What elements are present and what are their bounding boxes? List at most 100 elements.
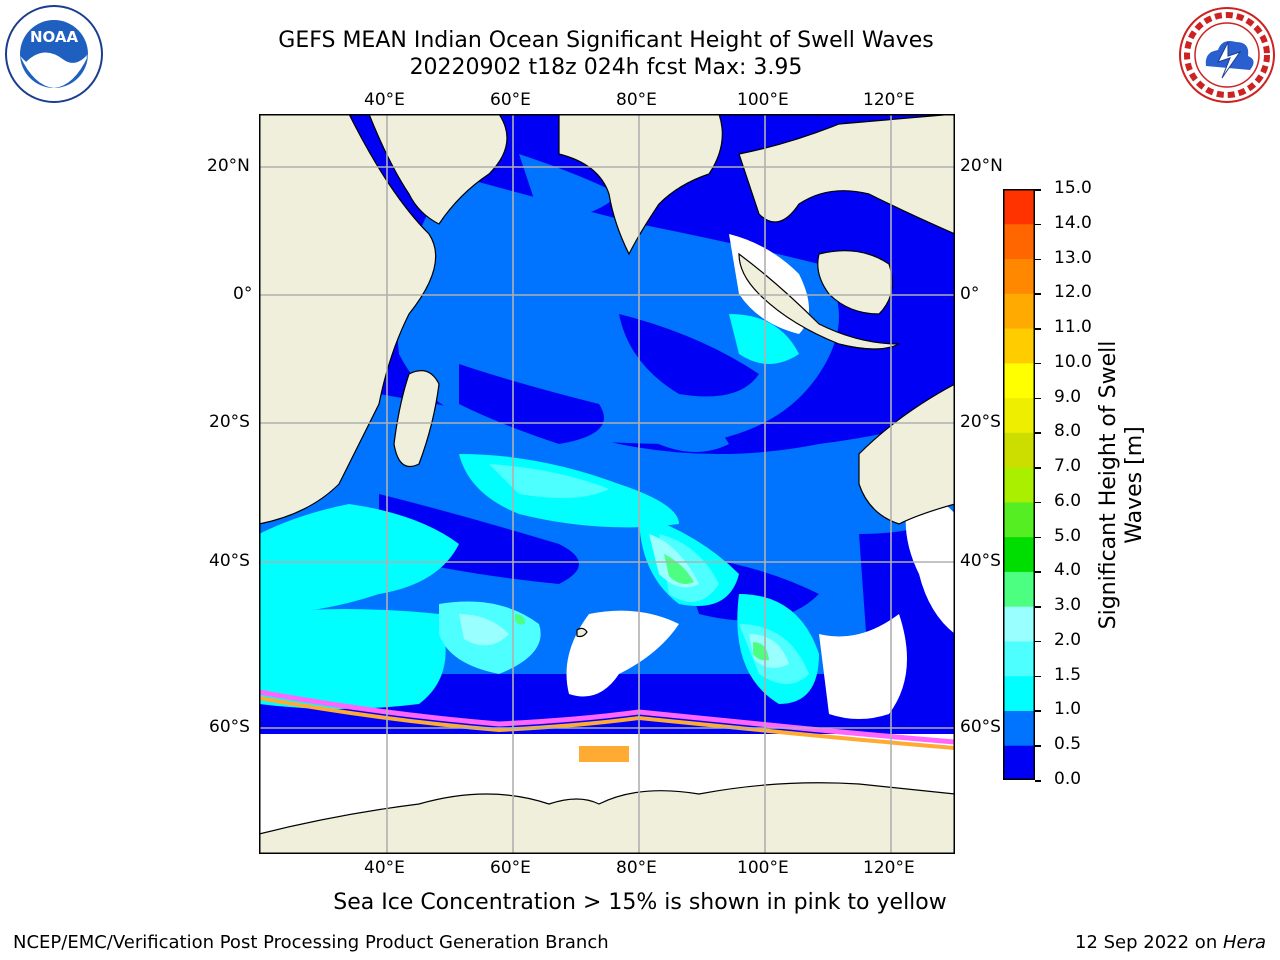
colorbar-segment xyxy=(1003,258,1035,294)
colorbar-tick-label: 0.5 xyxy=(1054,734,1082,755)
lon-label-top: 60°E xyxy=(490,90,531,110)
colorbar-tick-mark xyxy=(1035,328,1041,330)
colorbar-segment xyxy=(1003,328,1035,364)
colorbar-tick-label: 10.0 xyxy=(1054,351,1092,372)
map-frame xyxy=(259,114,955,854)
footer-host: Hera xyxy=(1222,932,1266,953)
lat-label-left: 0° xyxy=(233,284,253,304)
lon-label-bottom: 80°E xyxy=(616,858,657,878)
sumatra-land xyxy=(738,252,900,350)
lat-label-left: 20°S xyxy=(209,412,250,432)
colorbar-tick-mark xyxy=(1035,571,1041,573)
colorbar-tick-label: 11.0 xyxy=(1054,317,1092,338)
colorbar-tick-mark xyxy=(1035,675,1041,678)
colorbar-tick-mark xyxy=(1035,189,1041,191)
kerguelen-land xyxy=(576,627,588,638)
colorbar-tick-label: 1.0 xyxy=(1054,699,1082,720)
colorbar-tick-mark xyxy=(1035,397,1041,400)
colorbar-tick-label: 6.0 xyxy=(1054,490,1082,511)
colorbar-frame xyxy=(1003,189,1035,780)
lon-label-bottom: 120°E xyxy=(863,858,915,878)
lon-label-top: 120°E xyxy=(863,90,915,110)
colorbar-segment xyxy=(1003,293,1035,329)
lat-label-right: 0° xyxy=(960,284,980,304)
colorbar-label: Significant Height of Swell Waves [m] xyxy=(1096,335,1166,635)
footer-date-text: 12 Sep 2022 on xyxy=(1075,932,1223,953)
lon-label-bottom: 100°E xyxy=(737,858,789,878)
colorbar-segment xyxy=(1003,675,1035,711)
sea-ice-patch xyxy=(579,746,629,762)
lat-label-left: 20°N xyxy=(207,156,250,176)
noaa-logo: NOAA xyxy=(4,4,104,104)
colorbar-tick-mark xyxy=(1035,258,1041,261)
colorbar-tick-mark xyxy=(1035,640,1041,643)
colorbar-tick-mark xyxy=(1035,536,1041,539)
colorbar-tick-mark xyxy=(1035,362,1041,365)
lat-label-left: 60°S xyxy=(209,717,250,737)
colorbar-label-line1: Significant Height of Swell xyxy=(1096,340,1121,630)
colorbar-segment xyxy=(1003,467,1035,503)
colorbar-tick-mark xyxy=(1035,501,1041,504)
borneo-land xyxy=(817,250,893,315)
southeast-asia-land xyxy=(738,114,955,235)
nws-logo xyxy=(1178,6,1276,104)
lat-label-right: 20°S xyxy=(960,412,1001,432)
colorbar-tick-mark xyxy=(1035,745,1041,747)
colorbar-tick-label: 1.5 xyxy=(1054,664,1082,685)
colorbar-tick-mark xyxy=(1035,606,1041,608)
map-plot xyxy=(259,114,955,854)
colorbar-tick-label: 9.0 xyxy=(1054,386,1082,407)
colorbar-label-line2: Waves [m] xyxy=(1122,426,1147,544)
colorbar-segment xyxy=(1003,432,1035,468)
colorbar-segment xyxy=(1003,640,1035,677)
lon-label-bottom: 40°E xyxy=(364,858,405,878)
colorbar-segment xyxy=(1003,571,1035,607)
footer-date: 12 Sep 2022 on Hera xyxy=(1075,932,1266,953)
colorbar-tick-mark xyxy=(1035,780,1041,782)
australia-land xyxy=(858,383,955,525)
colorbar-tick-label: 2.0 xyxy=(1054,629,1082,650)
madagascar-land xyxy=(393,370,440,468)
colorbar xyxy=(1003,189,1035,781)
map-title: GEFS MEAN Indian Ocean Significant Heigh… xyxy=(278,28,934,53)
colorbar-tick-label: 7.0 xyxy=(1054,456,1082,477)
lon-label-top: 100°E xyxy=(737,90,789,110)
land-masses xyxy=(259,114,955,854)
colorbar-tick-label: 8.0 xyxy=(1054,421,1082,442)
india-land xyxy=(558,114,723,256)
lon-label-top: 80°E xyxy=(616,90,657,110)
lat-label-right: 60°S xyxy=(960,717,1001,737)
colorbar-tick-label: 15.0 xyxy=(1054,178,1092,198)
colorbar-segment xyxy=(1003,745,1035,781)
colorbar-tick-label: 14.0 xyxy=(1054,212,1092,233)
colorbar-segment xyxy=(1003,223,1035,260)
africa-land xyxy=(259,114,437,525)
colorbar-segment xyxy=(1003,710,1035,746)
footer-credit: NCEP/EMC/Verification Post Processing Pr… xyxy=(13,932,609,953)
colorbar-tick-mark xyxy=(1035,467,1041,469)
lat-label-right: 20°N xyxy=(960,156,1003,176)
colorbar-tick-label: 0.0 xyxy=(1054,769,1082,789)
colorbar-tick-label: 3.0 xyxy=(1054,595,1082,616)
lon-label-bottom: 60°E xyxy=(490,858,531,878)
svg-text:NOAA: NOAA xyxy=(30,28,79,46)
lat-label-right: 40°S xyxy=(960,551,1001,571)
arabia-land xyxy=(368,114,508,225)
colorbar-tick-label: 5.0 xyxy=(1054,525,1082,546)
sea-ice-note: Sea Ice Concentration > 15% is shown in … xyxy=(333,890,947,915)
colorbar-segment xyxy=(1003,606,1035,642)
colorbar-tick-mark xyxy=(1035,223,1041,226)
colorbar-tick-label: 4.0 xyxy=(1054,560,1082,581)
colorbar-segment xyxy=(1003,536,1035,572)
lon-label-top: 40°E xyxy=(364,90,405,110)
colorbar-segment xyxy=(1003,189,1035,225)
colorbar-tick-mark xyxy=(1035,710,1041,712)
lat-label-left: 40°S xyxy=(209,551,250,571)
colorbar-tick-mark xyxy=(1035,293,1041,295)
colorbar-segment xyxy=(1003,397,1035,433)
colorbar-segment xyxy=(1003,501,1035,538)
graticule xyxy=(259,114,955,854)
colorbar-tick-label: 13.0 xyxy=(1054,247,1092,268)
colorbar-segment xyxy=(1003,362,1035,399)
colorbar-tick-label: 12.0 xyxy=(1054,282,1092,303)
